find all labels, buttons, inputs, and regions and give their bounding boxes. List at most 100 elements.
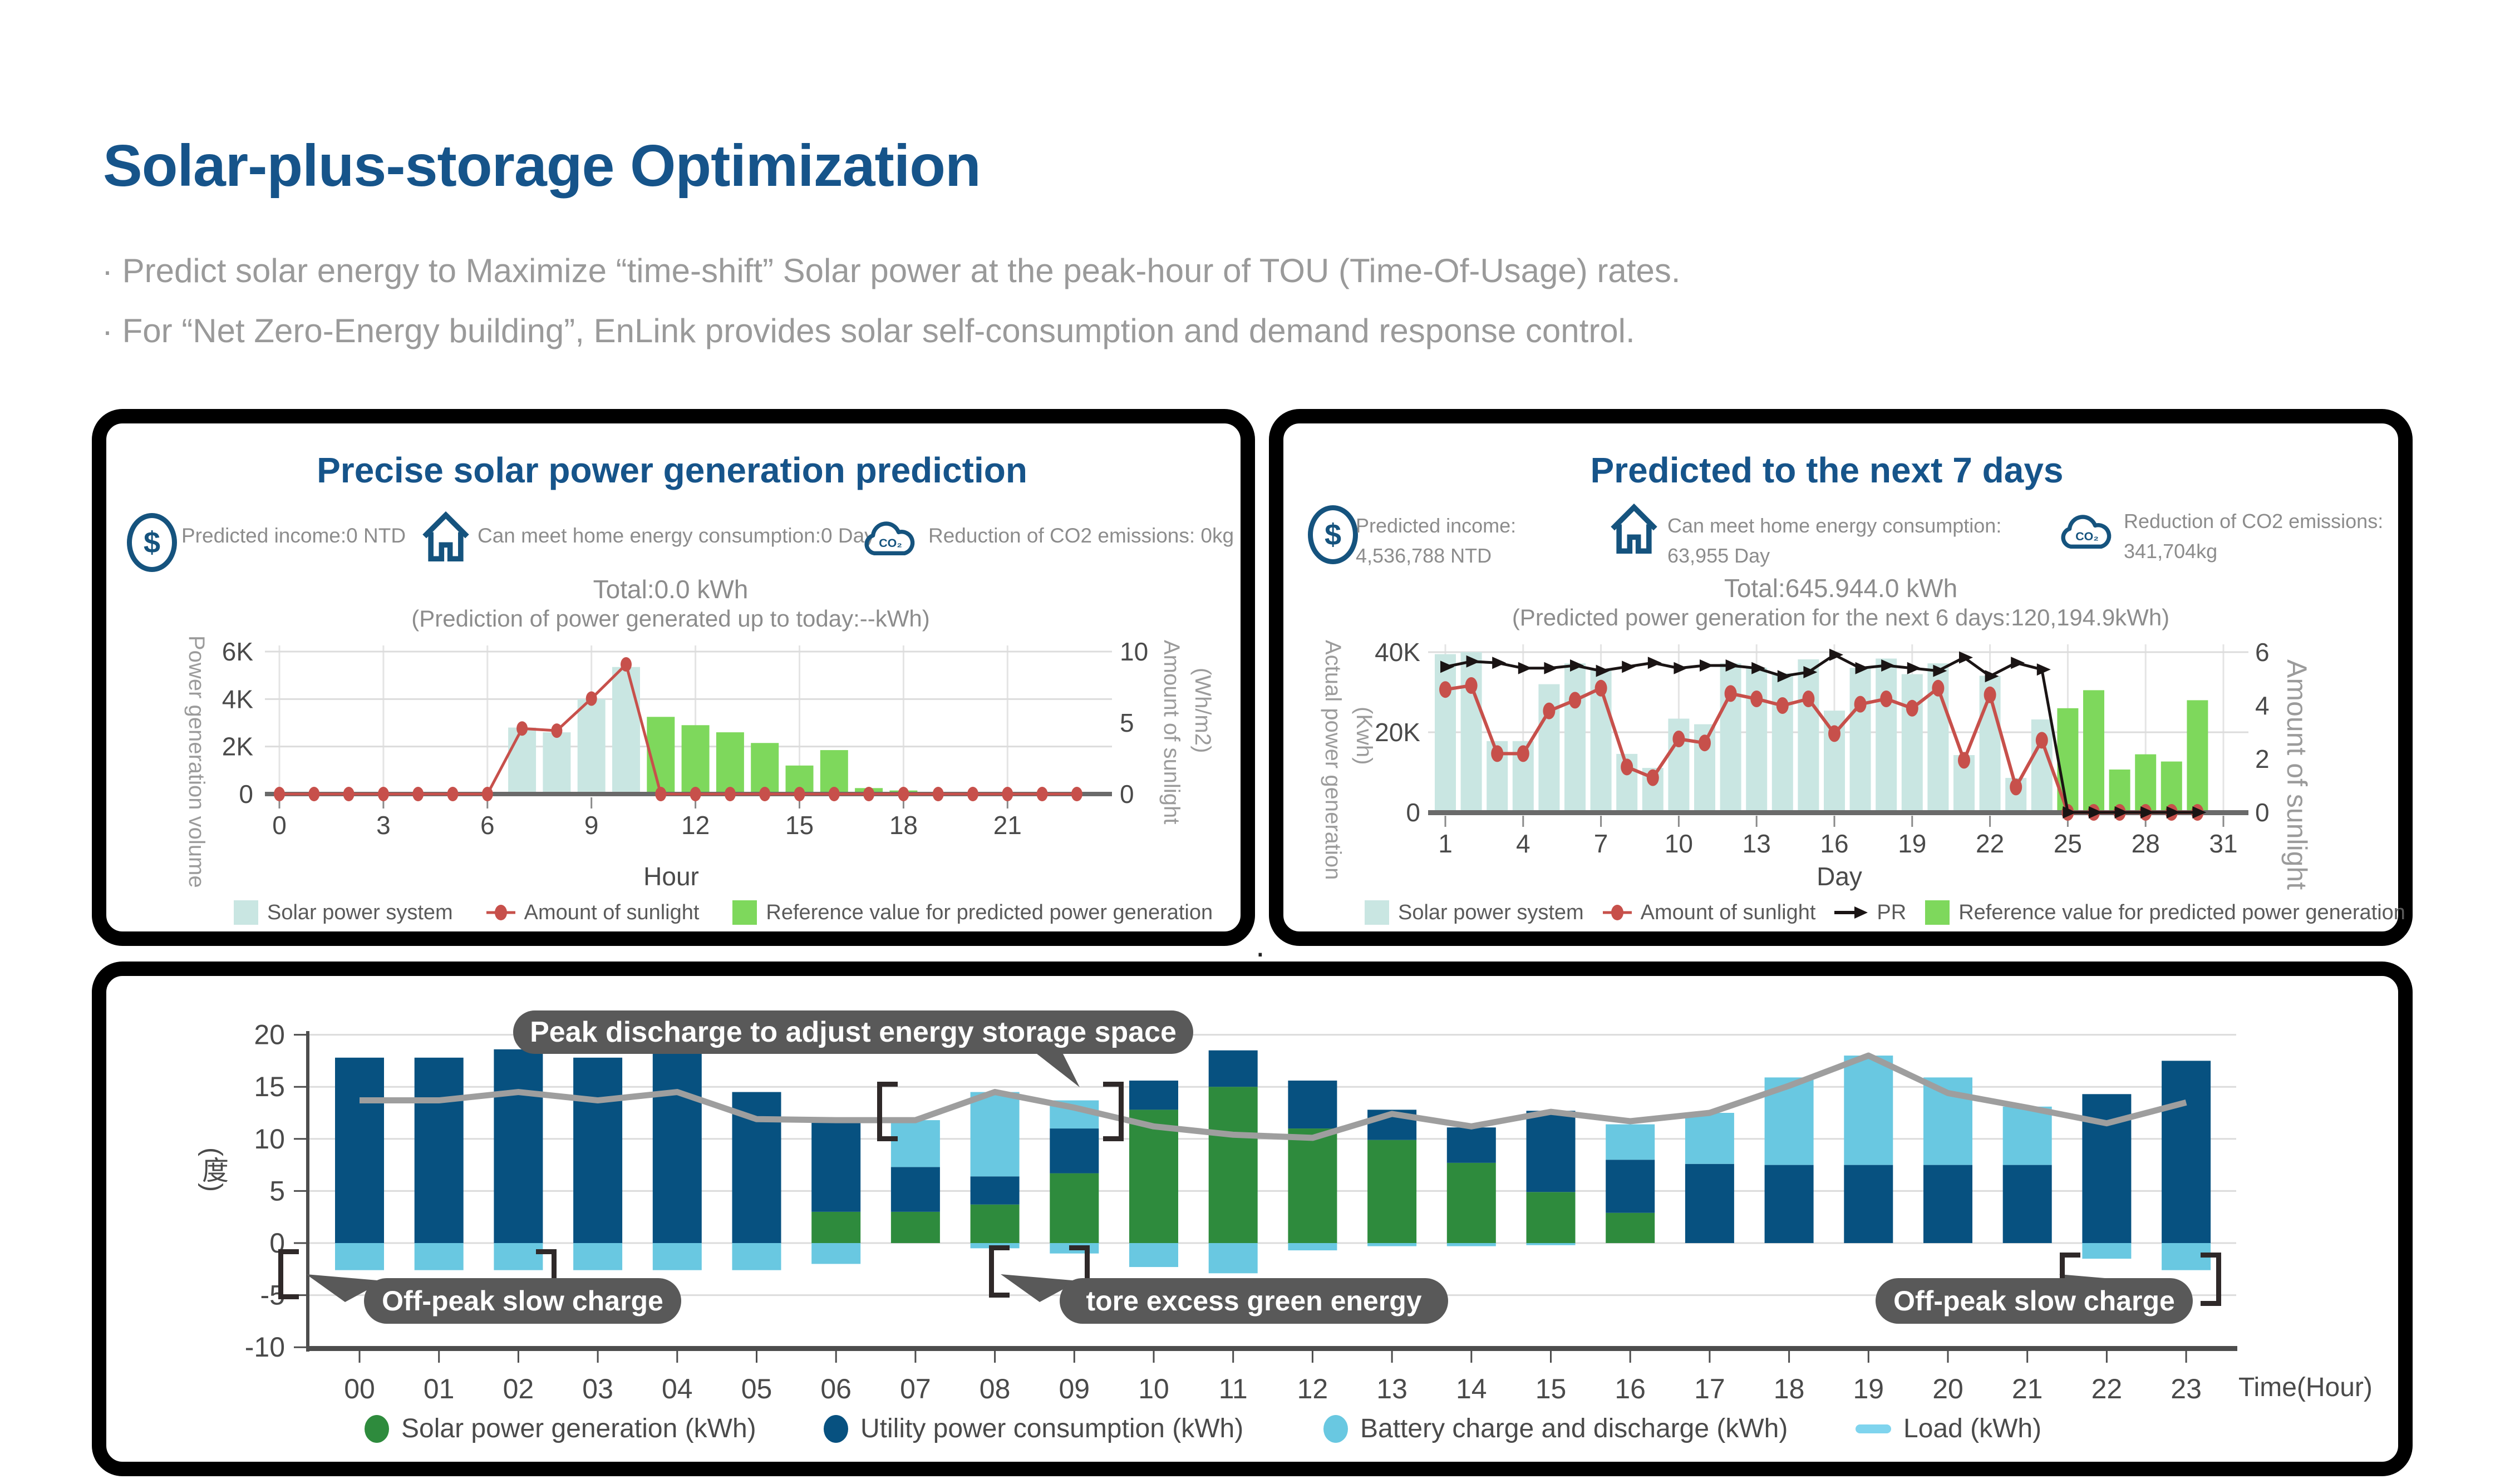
svg-text:7: 7 xyxy=(1594,829,1608,858)
svg-text:20K: 20K xyxy=(1375,718,1420,747)
svg-text:03: 03 xyxy=(582,1373,613,1404)
svg-text:3: 3 xyxy=(376,811,391,840)
legend-label: Battery charge and discharge (kWh) xyxy=(1360,1414,1788,1443)
svg-text:11: 11 xyxy=(1219,1373,1248,1404)
legend-label: Solar power generation (kWh) xyxy=(401,1414,756,1443)
legend-label: PR xyxy=(1877,900,1907,924)
svg-text:04: 04 xyxy=(662,1373,693,1404)
svg-text:0: 0 xyxy=(239,780,253,808)
co2-glyph: CO₂ xyxy=(2075,530,2099,543)
svg-text:1: 1 xyxy=(1438,829,1453,858)
svg-text:-10: -10 xyxy=(245,1332,285,1363)
svg-text:08: 08 xyxy=(980,1373,1011,1404)
stat-label: Predicted income: xyxy=(1356,514,1517,537)
panel-left-total: Total:0.0 kWh xyxy=(593,575,749,604)
teal-swatch-icon xyxy=(234,900,258,925)
stat-value: 63,955 Day xyxy=(1667,544,1770,567)
left-chart-xlabel: Hour xyxy=(643,862,699,891)
right-chart-ylabel-right: Amount of sunlight xyxy=(2281,659,2312,890)
stat-co2: Reduction of CO2 emissions: 0kg xyxy=(928,524,1234,547)
legend-label: Solar power system xyxy=(1398,900,1584,924)
svg-text:19: 19 xyxy=(1898,829,1926,858)
svg-text:6K: 6K xyxy=(222,637,254,666)
svg-text:6: 6 xyxy=(480,811,495,840)
svg-text:0: 0 xyxy=(2255,798,2270,827)
annotation-peak-discharge: Peak discharge to adjust energy storage … xyxy=(513,1010,1193,1054)
co2-cloud-icon: CO₂ xyxy=(864,521,915,556)
dollar-glyph: $ xyxy=(143,526,161,559)
svg-text:01: 01 xyxy=(424,1373,455,1404)
legend-label: Amount of sunlight xyxy=(524,900,700,924)
right-chart-legend: Solar power system Amount of sunlight PR… xyxy=(1365,900,2405,925)
panel-right-note: (Predicted power generation for the next… xyxy=(1512,604,2170,630)
panel-right-title: Predicted to the next 7 days xyxy=(1590,450,2064,490)
co2-glyph: CO₂ xyxy=(879,536,902,550)
svg-text:4: 4 xyxy=(1516,829,1530,858)
svg-text:05: 05 xyxy=(741,1373,772,1404)
blue-dot-icon xyxy=(824,1414,848,1443)
bracket-close xyxy=(1103,1082,1124,1141)
bracket-open xyxy=(989,1245,1010,1298)
svg-text:25: 25 xyxy=(2054,829,2082,858)
legend-item: Solar power system xyxy=(1365,900,1584,925)
svg-text:31: 31 xyxy=(2209,829,2237,858)
svg-text:0: 0 xyxy=(1406,798,1420,827)
legend-label: Reference value for predicted power gene… xyxy=(1958,900,2405,924)
svg-text:6: 6 xyxy=(2255,638,2270,667)
dollar-icon: $ xyxy=(127,513,177,572)
load-line-icon xyxy=(1856,1424,1891,1433)
co2-cloud-icon: CO₂ xyxy=(2061,515,2112,549)
svg-text:23: 23 xyxy=(2171,1373,2202,1404)
svg-text:16: 16 xyxy=(1615,1373,1646,1404)
svg-text:10: 10 xyxy=(1138,1373,1169,1404)
svg-text:4: 4 xyxy=(2255,691,2270,720)
svg-text:40K: 40K xyxy=(1375,638,1420,667)
svg-text:20: 20 xyxy=(254,1019,285,1051)
svg-text:18: 18 xyxy=(1774,1373,1805,1404)
svg-text:14: 14 xyxy=(1456,1373,1487,1404)
svg-text:00: 00 xyxy=(344,1373,375,1404)
legend-item: Amount of sunlight xyxy=(1602,901,1815,925)
legend-item: Reference value for predicted power gene… xyxy=(732,900,1213,925)
svg-text:12: 12 xyxy=(681,811,710,840)
svg-text:18: 18 xyxy=(889,811,918,840)
legend-item: Solar power system xyxy=(234,900,453,925)
bullet-1: · Predict solar energy to Maximize “time… xyxy=(102,252,1681,289)
right-chart-ylabel-left-unit: (Kwh) xyxy=(1352,707,1376,765)
home-icon xyxy=(1611,503,1657,554)
svg-text:17: 17 xyxy=(1694,1373,1725,1404)
page-title: Solar-plus-storage Optimization xyxy=(103,133,981,199)
svg-text:07: 07 xyxy=(900,1373,931,1404)
svg-text:19: 19 xyxy=(1853,1373,1884,1404)
svg-text:21: 21 xyxy=(2012,1373,2043,1404)
left-chart: 0 3 6 9 12 15 18 21 0 2K 4K 6K 0 5 10 xyxy=(222,637,1148,840)
green-dot-icon xyxy=(365,1414,389,1443)
svg-text:5: 5 xyxy=(269,1175,285,1206)
svg-text:5: 5 xyxy=(1120,708,1134,737)
stat-label: Reduction of CO2 emissions: xyxy=(2124,510,2384,533)
svg-text:16: 16 xyxy=(1820,829,1848,858)
right-chart-ylabel-left: Actual power generation xyxy=(1321,640,1345,880)
svg-text:10: 10 xyxy=(1120,637,1148,666)
bottom-chart-ylabel: (度) xyxy=(198,1147,227,1192)
bottom-chart-xlabel: Time(Hour) xyxy=(2238,1373,2373,1402)
legend-label: Reference value for predicted power gene… xyxy=(766,900,1213,924)
pr-arrow-marker-icon xyxy=(1834,906,1868,919)
svg-text:15: 15 xyxy=(1536,1373,1567,1404)
svg-text:21: 21 xyxy=(993,811,1022,840)
bracket-open xyxy=(877,1082,898,1141)
bullet-2: · For “Net Zero-Energy building”, EnLink… xyxy=(102,312,1635,349)
stat-predicted-income: Predicted income:0 NTD xyxy=(181,524,406,547)
annotation-store-green: tore excess green energy xyxy=(1060,1278,1448,1324)
svg-text:9: 9 xyxy=(584,811,599,840)
svg-text:13: 13 xyxy=(1376,1373,1407,1404)
left-chart-ylabel-right: Amount of sunlight xyxy=(1159,640,1184,825)
svg-text:10: 10 xyxy=(254,1123,285,1155)
dollar-glyph: $ xyxy=(1324,518,1342,551)
green-swatch-icon xyxy=(732,900,757,925)
legend-item: Reference value for predicted power gene… xyxy=(1925,900,2405,925)
panel-next-7-days xyxy=(1269,409,2413,946)
legend-label: Solar power system xyxy=(267,900,453,924)
stat-predicted-income: Predicted income: 4,536,788 NTD xyxy=(1356,511,1516,571)
